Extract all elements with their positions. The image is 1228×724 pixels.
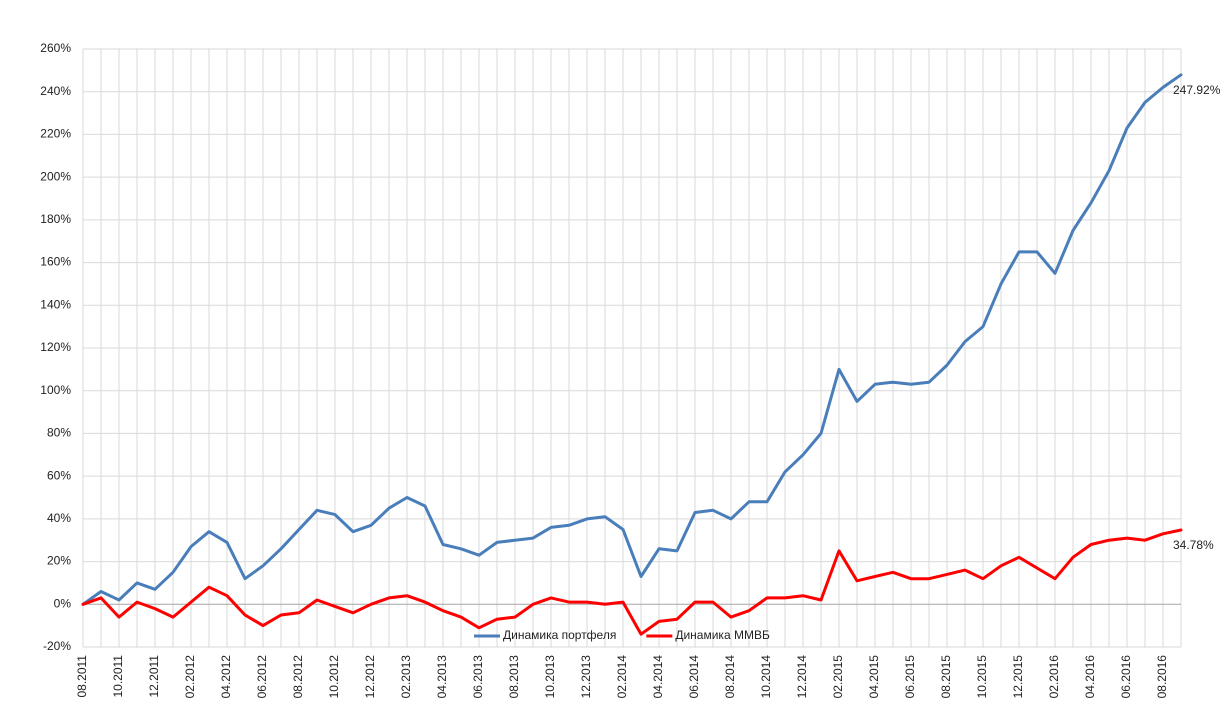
x-tick-label: 06.2014 (687, 655, 701, 699)
y-tick-label: 260% (40, 41, 71, 55)
x-tick-label: 10.2012 (327, 655, 341, 699)
y-tick-label: 100% (40, 383, 71, 397)
x-tick-label: 06.2012 (255, 655, 269, 699)
x-tick-label: 10.2015 (975, 655, 989, 699)
x-tick-label: 02.2013 (399, 655, 413, 699)
x-tick-label: 08.2014 (723, 655, 737, 699)
x-tick-label: 04.2012 (219, 655, 233, 699)
x-tick-label: 06.2016 (1119, 655, 1133, 699)
x-tick-label: 02.2014 (615, 655, 629, 699)
series-line (81, 528, 1183, 636)
x-tick-label: 12.2013 (579, 655, 593, 699)
x-tick-label: 12.2015 (1011, 655, 1025, 699)
y-tick-label: 160% (40, 255, 71, 269)
x-tick-label: 08.2011 (75, 655, 89, 698)
x-tick-label: 10.2014 (759, 655, 773, 699)
y-tick-label: 200% (40, 169, 71, 183)
x-tick-label: 04.2014 (651, 655, 665, 699)
x-tick-label: 12.2012 (363, 655, 377, 699)
y-tick-label: 60% (47, 468, 71, 482)
y-tick-label: 0% (54, 596, 72, 610)
x-tick-label: 02.2012 (183, 655, 197, 699)
data-label: 247.92% (1173, 83, 1221, 97)
y-tick-label: 180% (40, 212, 71, 226)
x-tick-label: 08.2012 (291, 655, 305, 699)
legend-label: Динамика ММВБ (675, 628, 770, 642)
x-tick-label: 04.2013 (435, 655, 449, 699)
y-tick-label: 80% (47, 426, 71, 440)
x-tick-label: 12.2011 (147, 655, 161, 698)
x-tick-label: 02.2015 (831, 655, 845, 699)
y-tick-label: -20% (43, 639, 71, 653)
x-tick-label: 02.2016 (1047, 655, 1061, 699)
y-tick-label: 120% (40, 340, 71, 354)
x-tick-label: 04.2015 (867, 655, 881, 699)
data-label: 34.78% (1173, 538, 1214, 552)
legend-label: Динамика портфеля (503, 628, 616, 642)
y-tick-label: 220% (40, 127, 71, 141)
y-tick-label: 20% (47, 554, 71, 568)
x-tick-label: 12.2014 (795, 655, 809, 699)
x-tick-label: 10.2011 (111, 655, 125, 698)
x-tick-label: 08.2015 (939, 655, 953, 699)
x-tick-label: 08.2013 (507, 655, 521, 699)
series-line (81, 73, 1183, 606)
y-tick-label: 140% (40, 297, 71, 311)
x-tick-label: 06.2013 (471, 655, 485, 699)
y-tick-label: 40% (47, 511, 71, 525)
x-tick-label: 10.2013 (543, 655, 557, 699)
y-tick-label: 240% (40, 84, 71, 98)
x-tick-label: 06.2015 (903, 655, 917, 699)
x-tick-label: 04.2016 (1083, 655, 1097, 699)
x-tick-label: 08.2016 (1155, 655, 1169, 699)
